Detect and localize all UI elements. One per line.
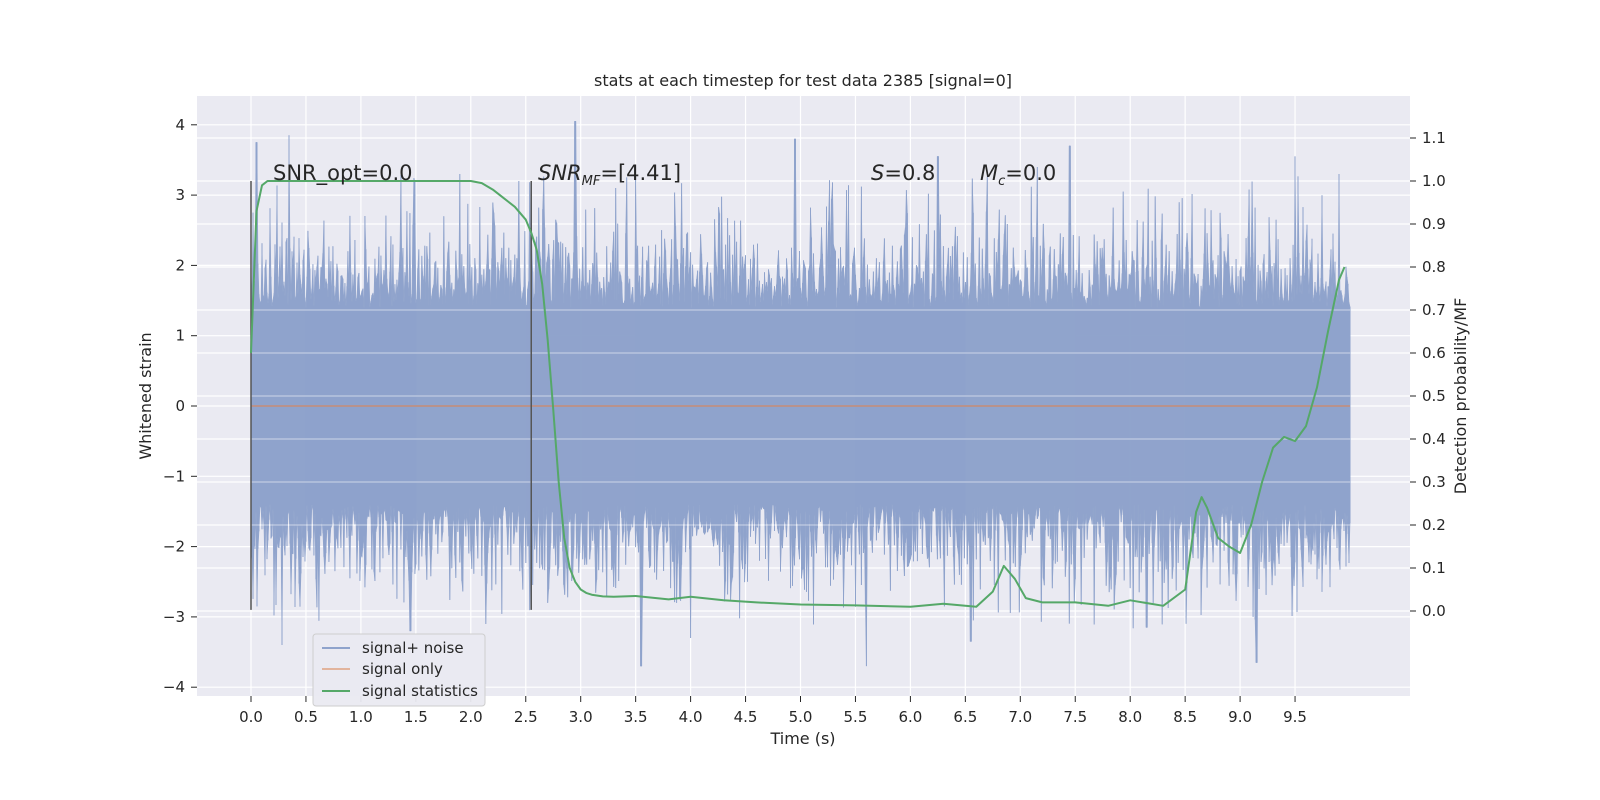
chart-title: stats at each timestep for test data 238… [594, 71, 1012, 90]
x-tick-label: 4.0 [679, 708, 703, 726]
legend-label-signal-noise: signal+ noise [362, 639, 464, 657]
y-right-tick-label: 0.8 [1422, 258, 1446, 276]
y-right-tick-label: 0.5 [1422, 387, 1446, 405]
x-tick-label: 6.0 [898, 708, 922, 726]
y-left-tick-label: 1 [175, 327, 185, 345]
y-left-tick-label: 3 [175, 186, 185, 204]
y-right-axis-label: Detection probability/MF [1451, 298, 1470, 495]
x-tick-label: 7.5 [1063, 708, 1087, 726]
x-tick-label: 8.0 [1118, 708, 1142, 726]
x-tick-label: 6.5 [953, 708, 977, 726]
legend: signal+ noise signal only signal statist… [312, 633, 486, 707]
y-left-tick-label: 0 [175, 397, 185, 415]
x-tick-label: 1.5 [404, 708, 428, 726]
annotation-mc: Mc=0.0 [980, 161, 1056, 189]
series-signal-plus-noise [250, 121, 1351, 667]
x-tick-label: 3.0 [569, 708, 593, 726]
y-left-tick-label: −4 [163, 678, 185, 696]
x-tick-label: 5.0 [789, 708, 813, 726]
annotation-snr-mf: SNRMF=[4.41] [538, 161, 681, 189]
y-right-tick-label: 0.0 [1422, 602, 1446, 620]
y-left-axis-label: Whitened strain [136, 332, 155, 459]
y-right-axis-ticks: 1.1 1.0 0.9 0.8 0.7 0.6 0.5 0.4 0.3 0.2 0.1 0.0 [1410, 129, 1446, 620]
x-tick-label: 5.5 [844, 708, 868, 726]
y-right-tick-label: 1.1 [1422, 129, 1446, 147]
y-right-tick-label: 0.2 [1422, 516, 1446, 534]
x-axis-label: Time (s) [769, 729, 835, 748]
y-right-tick-label: 0.6 [1422, 344, 1446, 362]
legend-label-statistics: signal statistics [362, 682, 478, 700]
x-tick-label: 4.5 [734, 708, 758, 726]
x-tick-label: 2.0 [459, 708, 483, 726]
x-tick-label: 3.5 [624, 708, 648, 726]
x-axis-ticks: 0.0 0.5 1.0 1.5 2.0 2.5 3.0 3.5 4.0 4.5 5.0 5.5 6.0 6… [239, 696, 1307, 726]
x-tick-label: 8.5 [1173, 708, 1197, 726]
legend-label-signal-only: signal only [362, 660, 443, 678]
y-right-tick-label: 0.4 [1422, 430, 1446, 448]
y-right-tick-label: 0.1 [1422, 559, 1446, 577]
y-left-tick-label: −3 [163, 608, 185, 626]
y-right-tick-label: 0.7 [1422, 301, 1446, 319]
vertical-markers [250, 181, 532, 610]
x-tick-label: 2.5 [514, 708, 538, 726]
statistics-line [250, 180, 1346, 608]
x-tick-label: 9.5 [1283, 708, 1307, 726]
y-left-tick-label: −2 [163, 538, 185, 556]
y-left-tick-label: −1 [163, 467, 185, 485]
y-right-tick-label: 1.0 [1422, 172, 1446, 190]
x-tick-label: 0.0 [239, 708, 263, 726]
y-right-tick-label: 0.3 [1422, 473, 1446, 491]
x-tick-label: 1.0 [349, 708, 373, 726]
y-left-tick-label: 2 [175, 256, 185, 274]
series-signal-statistics [250, 180, 1346, 608]
annotation-snr-opt: SNR_opt=0.0 [273, 161, 413, 186]
y-left-axis-ticks: 4 3 2 1 0 −1 −2 −3 −4 [163, 116, 197, 696]
x-tick-label: 9.0 [1228, 708, 1252, 726]
annotation-s: S=0.8 [871, 161, 935, 185]
x-tick-label: 7.0 [1008, 708, 1032, 726]
y-left-tick-label: 4 [175, 116, 185, 134]
y-right-tick-label: 0.9 [1422, 215, 1446, 233]
x-tick-label: 0.5 [294, 708, 318, 726]
